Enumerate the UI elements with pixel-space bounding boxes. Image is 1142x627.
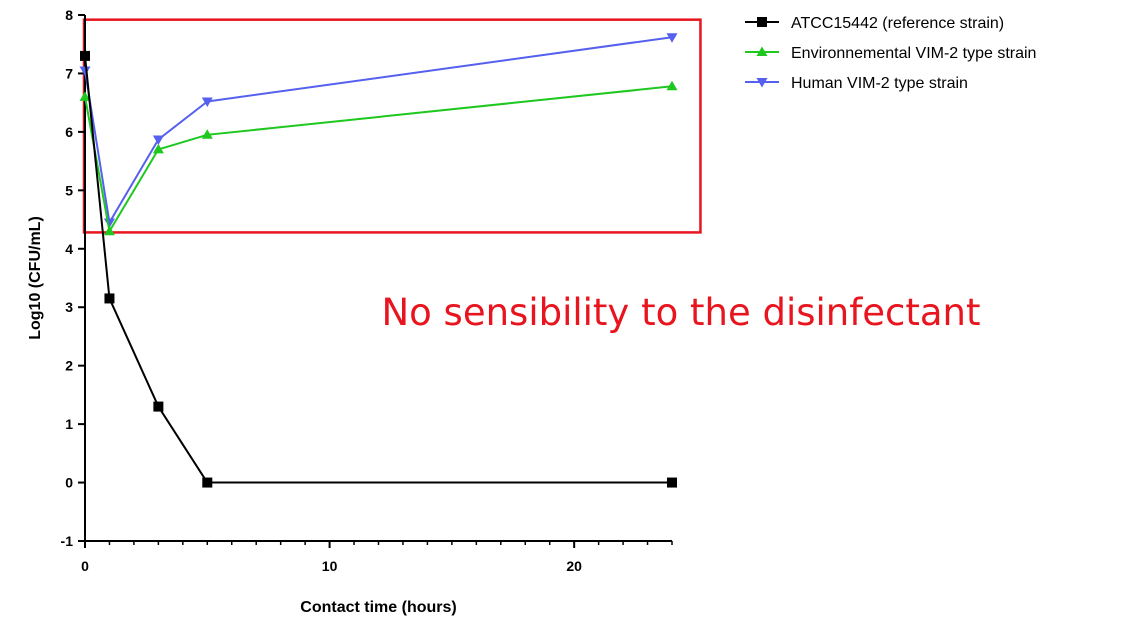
- data-point: [152, 135, 164, 145]
- legend-marker: [757, 17, 767, 27]
- data-point: [666, 80, 678, 91]
- data-point: [201, 129, 213, 139]
- legend-label: Human VIM-2 type strain: [791, 75, 968, 92]
- y-tick-label: 8: [65, 7, 73, 23]
- annotation-text: No sensibility to the disinfectant: [381, 291, 980, 334]
- y-tick-label: 0: [65, 475, 73, 491]
- y-axis-title: Log10 (CFU/mL): [27, 216, 44, 340]
- y-tick-label: 6: [65, 124, 73, 140]
- legend-label: Environnemental VIM-2 type strain: [791, 45, 1036, 62]
- data-point: [104, 293, 115, 304]
- x-tick-label: 10: [322, 558, 338, 574]
- y-tick-label: 7: [65, 65, 73, 81]
- data-point: [152, 143, 164, 154]
- x-tick-label: 20: [566, 558, 582, 574]
- y-tick-label: 1: [65, 416, 73, 432]
- x-axis-title: Contact time (hours): [300, 599, 456, 616]
- legend-marker: [756, 78, 768, 88]
- data-point: [103, 225, 115, 236]
- y-tick-label: -1: [61, 533, 74, 549]
- y-tick-label: 5: [65, 182, 73, 198]
- y-tick-label: 4: [65, 241, 73, 257]
- y-tick-label: 3: [65, 299, 73, 315]
- data-point: [667, 477, 677, 488]
- data-point: [201, 97, 213, 107]
- legend-marker: [756, 46, 768, 56]
- data-point: [79, 91, 91, 101]
- data-point: [153, 401, 164, 412]
- y-tick-label: 2: [65, 358, 73, 374]
- x-tick-label: 0: [81, 558, 89, 574]
- series-line: [84, 55, 672, 484]
- data-point: [666, 33, 678, 43]
- series-line: [84, 36, 673, 224]
- data-point: [80, 50, 90, 61]
- data-point: [79, 66, 91, 77]
- legend-label: ATCC15442 (reference strain): [791, 15, 1004, 32]
- data-point: [202, 477, 213, 488]
- series-line: [84, 85, 673, 233]
